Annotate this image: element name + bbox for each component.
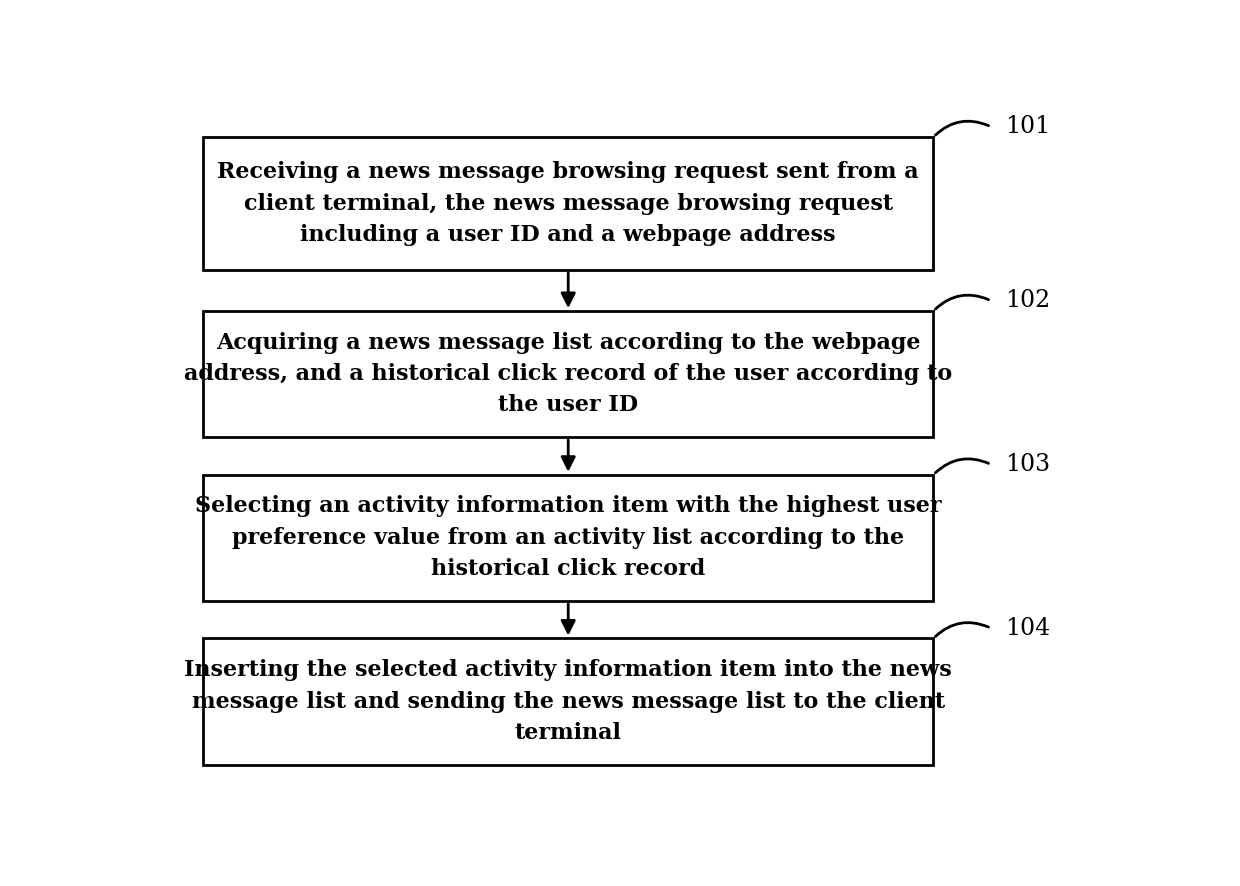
FancyBboxPatch shape [203,311,934,437]
Text: 103: 103 [1006,453,1050,476]
Text: 104: 104 [1006,617,1050,640]
Text: Acquiring a news message list according to the webpage
address, and a historical: Acquiring a news message list according … [184,331,952,416]
FancyBboxPatch shape [203,639,934,765]
Text: Selecting an activity information item with the highest user
preference value fr: Selecting an activity information item w… [195,495,941,580]
Text: 101: 101 [1006,115,1050,138]
FancyBboxPatch shape [203,475,934,601]
Text: Inserting the selected activity information item into the news
message list and : Inserting the selected activity informat… [185,659,952,744]
FancyBboxPatch shape [203,137,934,270]
Text: Receiving a news message browsing request sent from a
client terminal, the news : Receiving a news message browsing reques… [217,161,919,246]
Text: 102: 102 [1006,289,1050,312]
